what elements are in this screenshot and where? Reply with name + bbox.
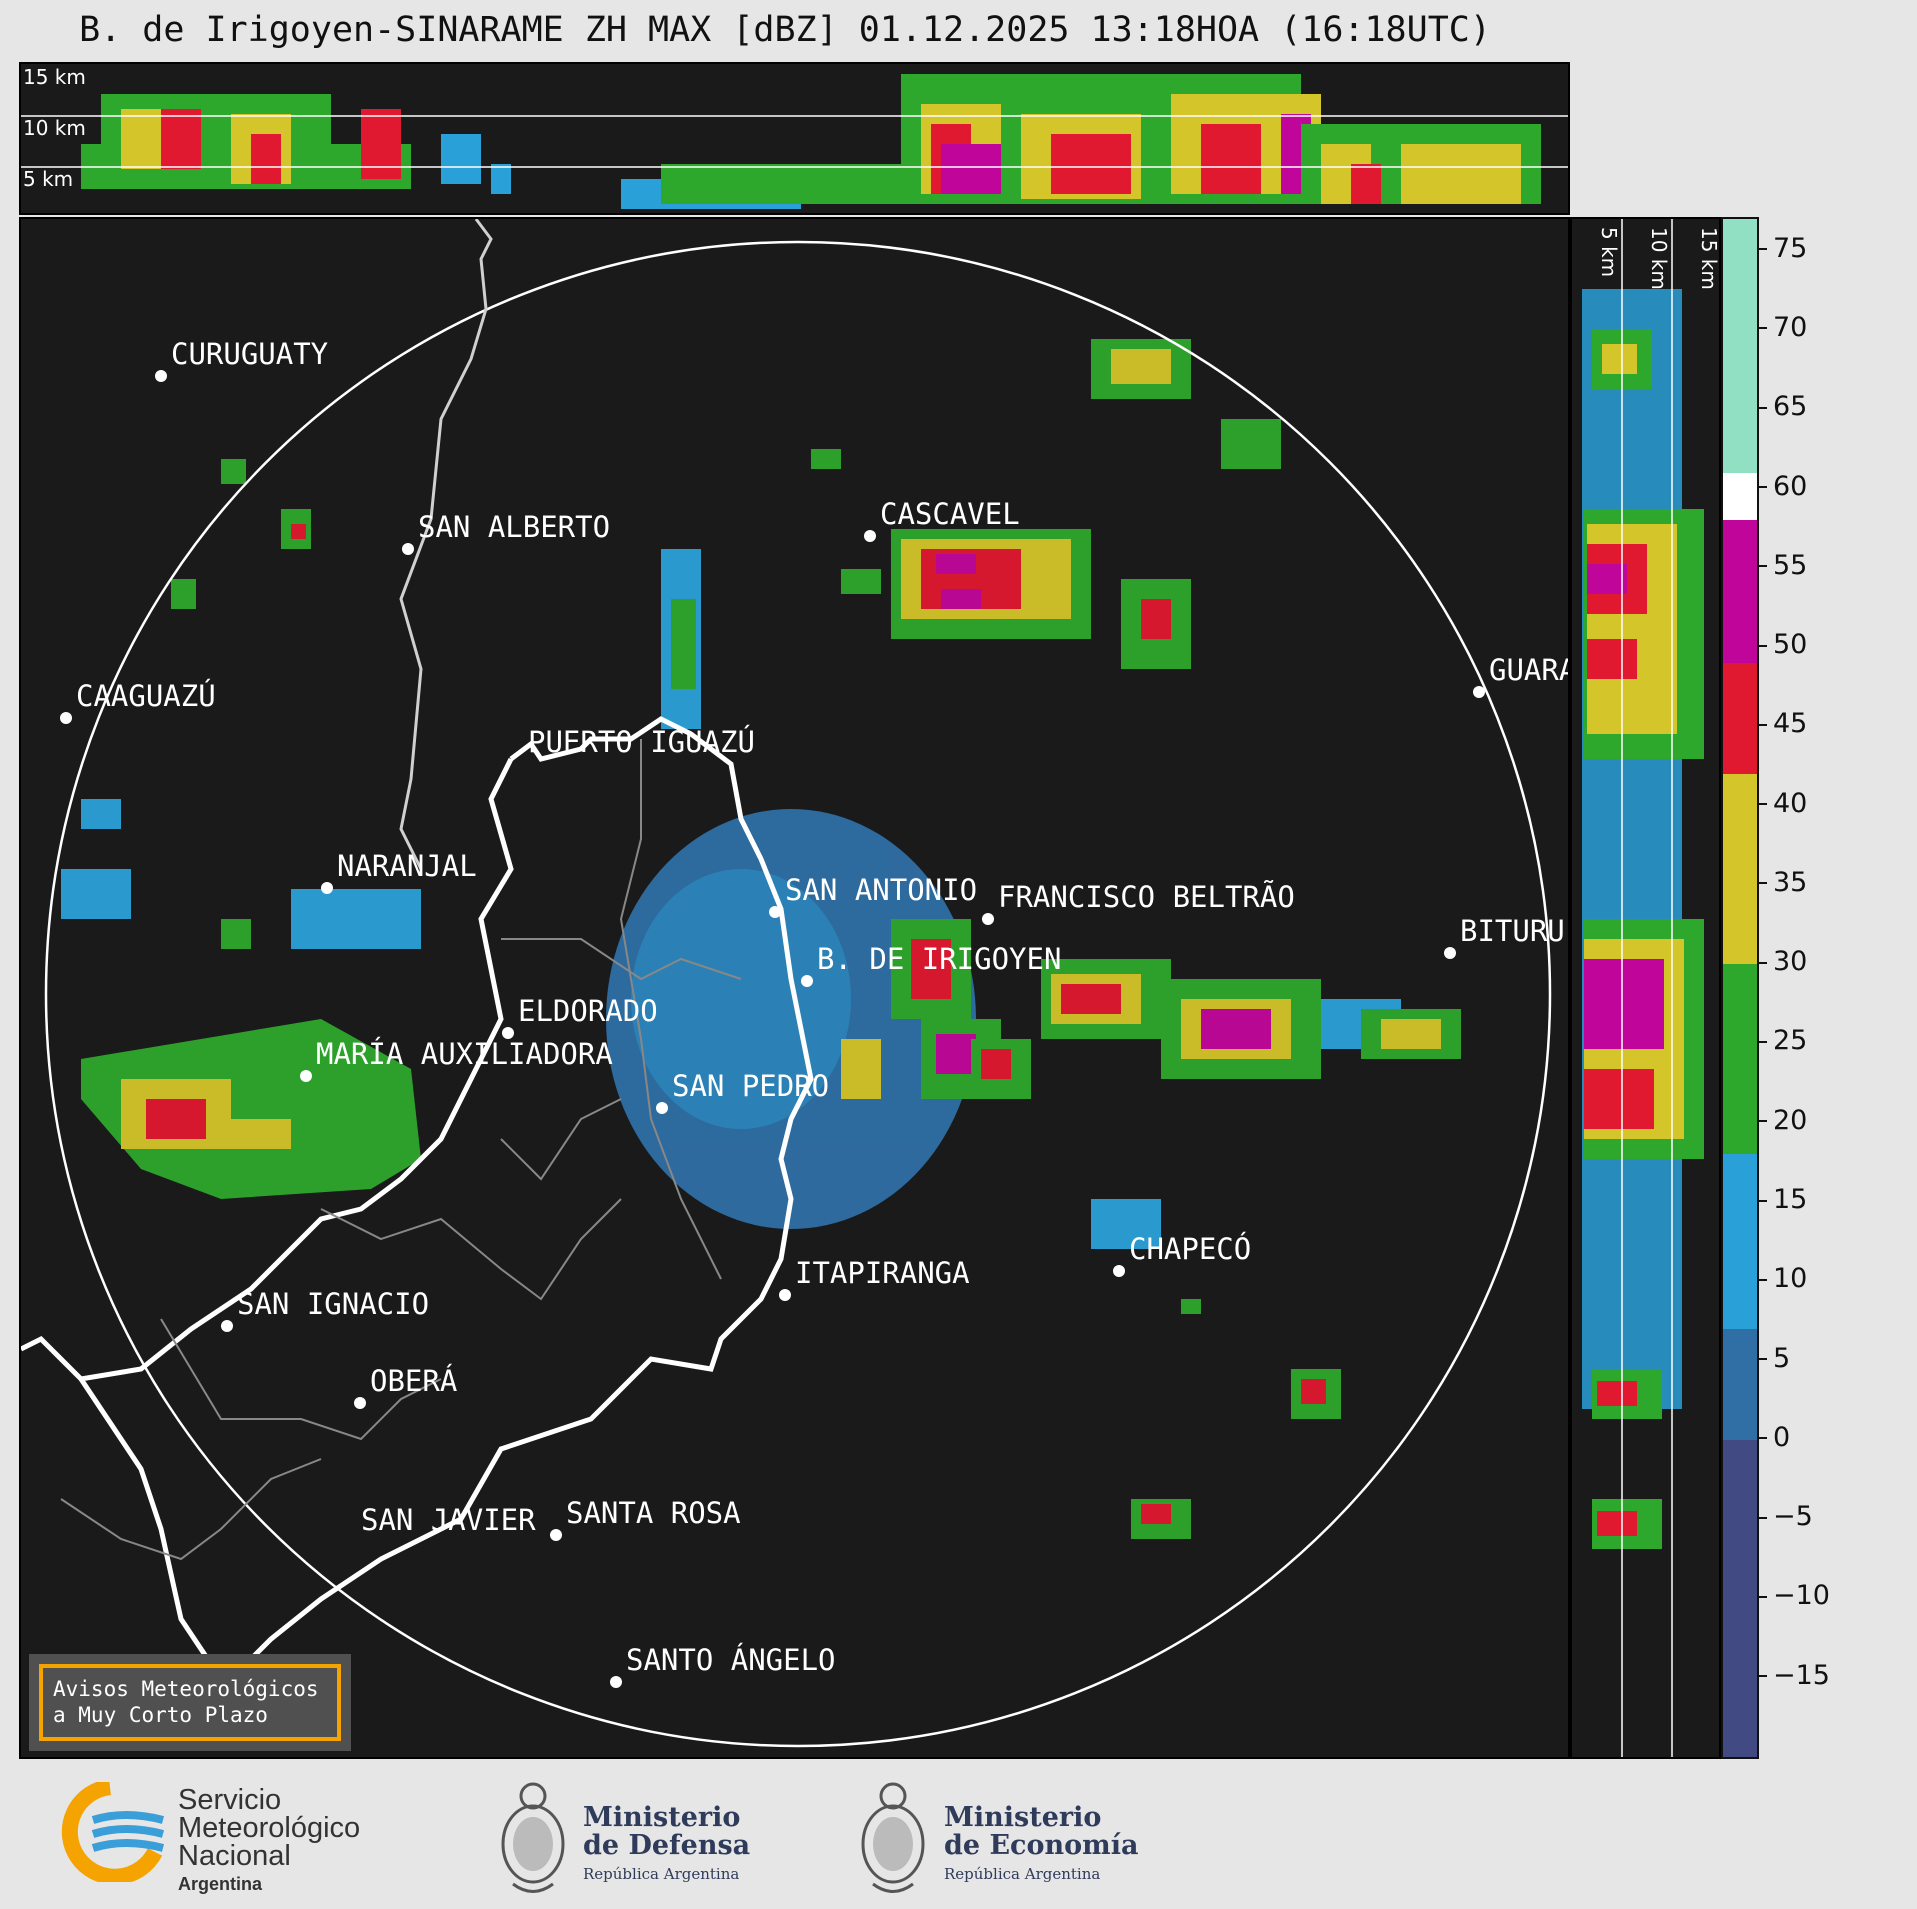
notice-line-1: Avisos Meteorológicos (53, 1677, 319, 1701)
top-cross-section: 15 km 10 km 5 km (19, 62, 1570, 215)
side-echo-blobs (1582, 289, 1704, 1549)
city-puerto-iguazu: PUERTO IGUAZÚ (528, 725, 755, 759)
colorbar-tick-label: −15 (1759, 1660, 1830, 1691)
defensa-seal-icon (493, 1774, 573, 1899)
city-santa-rosa: SANTA ROSA (566, 1496, 741, 1530)
colorbar-tick-label: 30 (1759, 946, 1807, 977)
city-san-javier: SAN JAVIER (361, 1503, 536, 1537)
top-height-label-10: 10 km (23, 116, 86, 140)
colorbar-tick-label: 45 (1759, 708, 1807, 739)
colorbar-tick-label: −10 (1759, 1580, 1830, 1611)
colorbar-segment (1723, 964, 1757, 1155)
colorbar-tick-label: 40 (1759, 788, 1807, 819)
smn-name: Servicio Meteorológico Nacional Argentin… (178, 1784, 361, 1895)
colorbar-tick-label: 25 (1759, 1025, 1807, 1056)
colorbar (1721, 217, 1759, 1759)
footer-logos: Servicio Meteorológico Nacional Argentin… (0, 1762, 1917, 1909)
city-san-pedro: SAN PEDRO (672, 1069, 829, 1103)
city-markers: CURUGUATY SAN ALBERTO CAAGUAZÚ CASCAVEL … (60, 337, 1570, 1688)
city-san-alberto: SAN ALBERTO (418, 510, 610, 544)
city-eldorado: ELDORADO (518, 994, 658, 1028)
economia-seal-icon (853, 1774, 933, 1899)
defensa-name: Ministerio de Defensa República Argentin… (583, 1802, 751, 1884)
colorbar-tick-label: 5 (1759, 1343, 1790, 1374)
side-height-label-10: 10 km (1647, 227, 1671, 290)
city-bituru: BITURU (1460, 914, 1565, 948)
colorbar-tick-label: 10 (1759, 1263, 1807, 1294)
side-cross-section: 5 km 10 km 15 km (1570, 217, 1721, 1759)
colorbar-segment (1723, 1328, 1757, 1440)
city-guara: GUARA (1489, 653, 1570, 687)
city-obera: OBERÁ (370, 1364, 457, 1398)
side-height-label-5: 5 km (1597, 227, 1621, 277)
city-cascavel: CASCAVEL (880, 497, 1020, 531)
colorbar-segment (1723, 520, 1757, 663)
city-caaguazu: CAAGUAZÚ (76, 679, 216, 713)
colorbar-tick-label: 20 (1759, 1105, 1807, 1136)
range-ring (44, 240, 1552, 1748)
colorbar-tick-label: −5 (1759, 1501, 1813, 1532)
city-curuguaty: CURUGUATY (171, 337, 328, 371)
colorbar-tick-label: 50 (1759, 629, 1807, 660)
chart-title: B. de Irigoyen-SINARAME ZH MAX [dBZ] 01.… (79, 10, 1491, 50)
city-maria-auxiliadora: MARÍA AUXILIADORA (316, 1037, 613, 1071)
colorbar-segment (1723, 219, 1757, 473)
colorbar-ticks: 75 70 65 60 55 50 45 40 35 30 25 20 15 10 5 0 −5 −10 −15 (1759, 217, 1839, 1759)
colorbar-tick-label: 15 (1759, 1184, 1807, 1215)
city-santo-angelo: SANTO ÁNGELO (626, 1643, 836, 1677)
city-san-antonio: SAN ANTONIO (785, 873, 977, 907)
top-echo-blobs (81, 74, 1541, 209)
top-height-label-15: 15 km (23, 65, 86, 89)
side-height-label-15: 15 km (1697, 227, 1721, 290)
economia-name: Ministerio de Economía República Argenti… (944, 1802, 1139, 1884)
city-san-ignacio: SAN IGNACIO (237, 1287, 429, 1321)
colorbar-tick-label: 65 (1759, 391, 1807, 422)
colorbar-tick-label: 0 (1759, 1422, 1790, 1453)
city-naranjal: NARANJAL (337, 849, 477, 883)
city-itapiranga: ITAPIRANGA (795, 1256, 970, 1290)
colorbar-tick-label: 75 (1759, 233, 1807, 264)
smn-logo (55, 1782, 165, 1882)
top-height-label-5: 5 km (23, 167, 73, 191)
colorbar-segment (1723, 1439, 1757, 1757)
echo-field (61, 339, 1461, 1539)
colorbar-tick-label: 60 (1759, 471, 1807, 502)
notice-line-2: a Muy Corto Plazo (53, 1703, 268, 1727)
radar-map: CURUGUATY SAN ALBERTO CAAGUAZÚ CASCAVEL … (19, 217, 1570, 1759)
city-chapeco: CHAPECÓ (1129, 1232, 1251, 1266)
colorbar-segment (1723, 773, 1757, 965)
colorbar-segment (1723, 662, 1757, 774)
colorbar-tick-label: 35 (1759, 867, 1807, 898)
colorbar-tick-label: 70 (1759, 312, 1807, 343)
colorbar-segment (1723, 472, 1757, 521)
smn-emblem-icon (61, 1782, 165, 1882)
colorbar-tick-label: 55 (1759, 550, 1807, 581)
colorbar-segment (1723, 1154, 1757, 1329)
city-b-de-irigoyen: B. DE IRIGOYEN (817, 942, 1061, 976)
city-francisco-beltrao: FRANCISCO BELTRÃO (998, 880, 1295, 914)
notice-box: Avisos Meteorológicos a Muy Corto Plazo (29, 1654, 351, 1751)
borders (21, 219, 814, 1721)
